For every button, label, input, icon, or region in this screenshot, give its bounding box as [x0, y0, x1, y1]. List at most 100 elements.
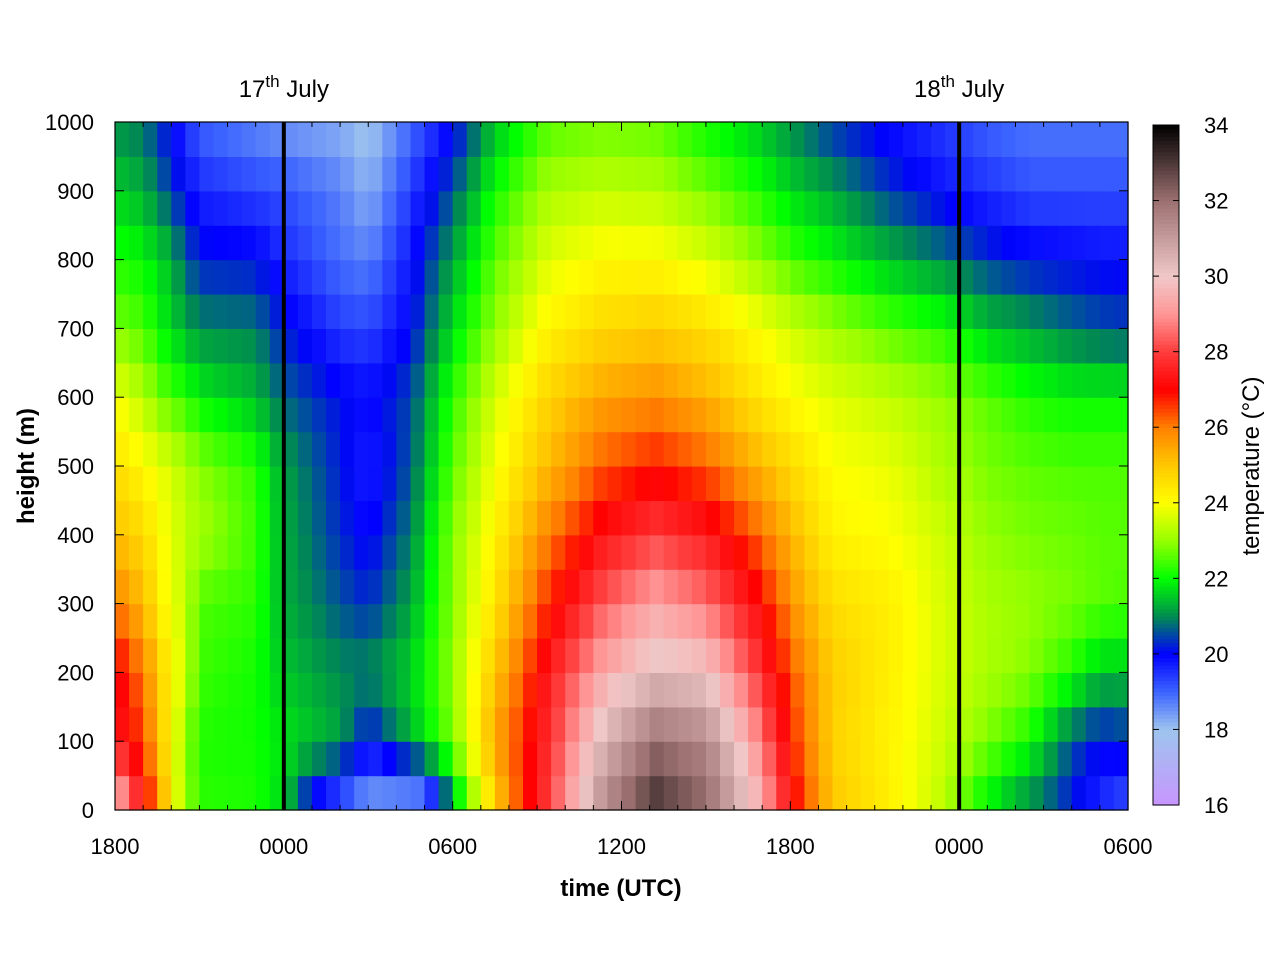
- heat-cell: [888, 397, 904, 433]
- heat-cell: [340, 500, 355, 536]
- heat-cell: [523, 672, 538, 708]
- heat-cell: [790, 397, 805, 433]
- heat-cell: [368, 362, 383, 398]
- heat-cell: [143, 534, 158, 570]
- heat-cell: [157, 603, 172, 639]
- heat-cell: [354, 259, 369, 295]
- colorbar-step: [1153, 680, 1179, 685]
- heat-cell: [255, 328, 271, 364]
- colorbar-step: [1153, 204, 1179, 209]
- heat-cell: [719, 775, 735, 811]
- heat-cell: [705, 569, 721, 605]
- heat-cell: [523, 122, 538, 157]
- heat-cell: [213, 672, 229, 708]
- heat-cell: [283, 672, 299, 708]
- heat-cell: [508, 294, 524, 329]
- heat-cell: [734, 156, 749, 192]
- heat-cell: [748, 259, 763, 295]
- x-tick-label: 1800: [766, 834, 815, 859]
- colorbar-step: [1153, 495, 1179, 500]
- heat-cell: [171, 706, 186, 742]
- heat-cell: [1099, 500, 1115, 536]
- heat-cell: [508, 672, 524, 708]
- heat-cell: [1071, 534, 1087, 570]
- heat-cell: [649, 156, 665, 192]
- heat-cell: [719, 225, 735, 261]
- colorbar-step: [1153, 778, 1179, 783]
- heat-cell: [452, 190, 468, 226]
- heat-cell: [705, 775, 721, 811]
- heat-cell: [115, 122, 130, 157]
- heat-cell: [916, 156, 932, 192]
- heat-cell: [382, 225, 397, 261]
- heat-cell: [157, 362, 172, 398]
- heat-cell: [663, 225, 679, 261]
- colorbar-step: [1153, 733, 1179, 738]
- heat-cell: [902, 534, 918, 570]
- heat-cell: [705, 122, 721, 157]
- heat-cell: [199, 259, 215, 295]
- colorbar-step: [1153, 721, 1179, 727]
- heat-cell: [607, 156, 623, 192]
- heat-cell: [888, 672, 904, 708]
- colorbar-step: [1153, 381, 1179, 387]
- heat-cell: [410, 569, 426, 605]
- heat-cell: [523, 775, 538, 811]
- heat-cell: [959, 466, 974, 501]
- heat-cell: [438, 190, 454, 226]
- heat-cell: [255, 775, 271, 811]
- heat-cell: [705, 328, 721, 364]
- heat-cell: [832, 741, 848, 777]
- heat-cell: [705, 638, 721, 673]
- heat-cell: [523, 603, 538, 639]
- heat-cell: [832, 294, 848, 329]
- heat-cell: [888, 431, 904, 467]
- heat-cell: [1001, 259, 1017, 295]
- heat-cell: [452, 397, 468, 433]
- heat-cell: [297, 259, 313, 295]
- heat-cell: [438, 775, 454, 811]
- heat-cell: [185, 156, 201, 192]
- heat-cell: [1015, 362, 1031, 398]
- heat-cell: [508, 706, 524, 742]
- heat-cell: [410, 706, 426, 742]
- colorbar-step: [1153, 752, 1179, 757]
- heat-cell: [494, 190, 510, 226]
- heat-cell: [171, 775, 186, 811]
- heat-cell: [973, 638, 988, 673]
- heat-cell: [171, 328, 186, 364]
- heat-cell: [1043, 328, 1059, 364]
- heat-cell: [255, 638, 271, 673]
- heat-cell: [255, 741, 271, 777]
- colorbar-step: [1153, 329, 1179, 334]
- heat-cell: [705, 741, 721, 777]
- heat-cell: [410, 431, 426, 467]
- heat-cell: [227, 431, 243, 467]
- heat-cell: [621, 500, 637, 536]
- colorbar-step: [1153, 699, 1179, 704]
- heat-cell: [945, 190, 960, 226]
- heat-cell: [368, 397, 383, 433]
- heat-cell: [691, 466, 707, 501]
- heat-cell: [677, 500, 693, 536]
- heat-cell: [565, 741, 580, 777]
- heat-cell: [480, 397, 496, 433]
- heat-cell: [832, 706, 848, 742]
- colorbar-step: [1153, 578, 1179, 583]
- colorbar-step: [1153, 714, 1179, 719]
- heat-cell: [1015, 569, 1031, 605]
- heat-cell: [593, 672, 609, 708]
- heat-cell: [593, 397, 609, 433]
- heat-cell: [607, 362, 623, 398]
- heat-cell: [705, 362, 721, 398]
- heat-cell: [607, 534, 623, 570]
- heat-cell: [424, 225, 440, 261]
- heat-cell: [494, 638, 510, 673]
- heat-cell: [565, 190, 580, 226]
- colorbar-step: [1153, 703, 1179, 708]
- heat-cell: [1015, 156, 1031, 192]
- heat-cell: [973, 190, 988, 226]
- heat-cell: [1001, 534, 1017, 570]
- heat-cell: [508, 500, 524, 536]
